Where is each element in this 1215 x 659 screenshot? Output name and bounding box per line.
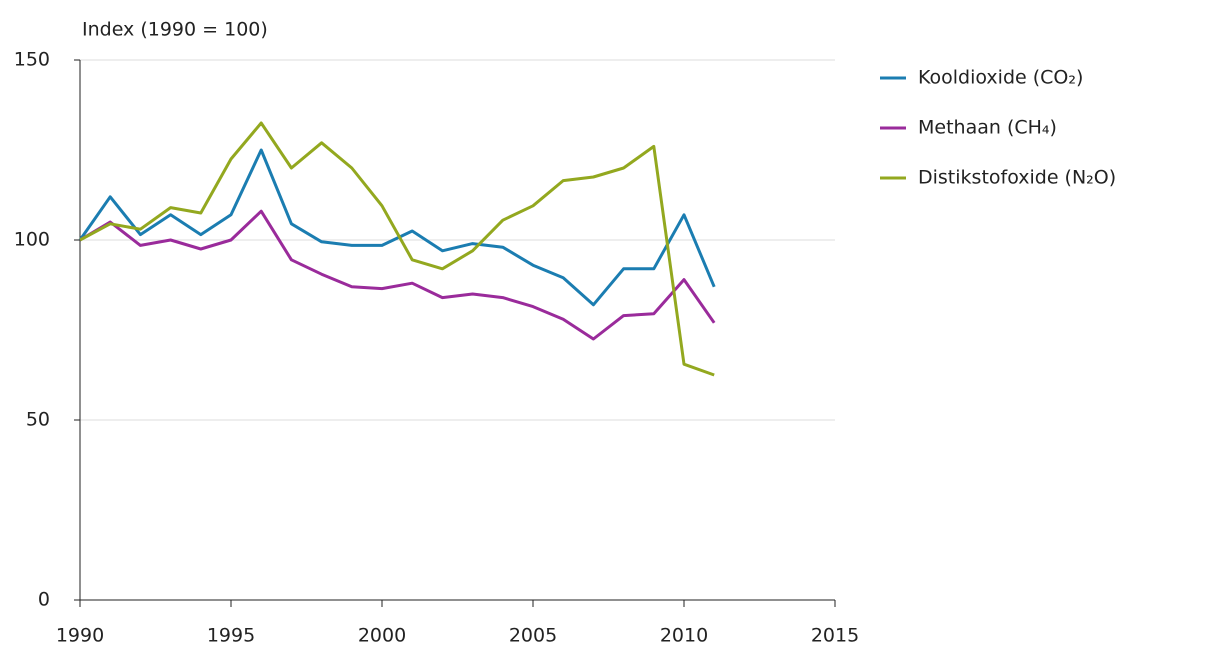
- y-tick-label: 100: [14, 229, 50, 251]
- legend-label: Kooldioxide (CO₂): [918, 67, 1083, 89]
- y-axis-label: Index (1990 = 100): [82, 19, 268, 41]
- legend-label: Methaan (CH₄): [918, 117, 1057, 139]
- x-tick-label: 2015: [811, 625, 859, 647]
- series-line: [78, 148, 716, 307]
- x-tick-label: 2005: [509, 625, 557, 647]
- y-tick-label: 50: [26, 409, 50, 431]
- x-tick-label: 2000: [358, 625, 406, 647]
- y-tick-label: 0: [38, 589, 50, 611]
- y-tick-label: 150: [14, 49, 50, 71]
- x-tick-label: 2010: [660, 625, 708, 647]
- legend-label: Distikstofoxide (N₂O): [918, 167, 1116, 189]
- series-line: [79, 209, 716, 341]
- x-tick-label: 1990: [56, 625, 104, 647]
- series-line: [79, 121, 715, 377]
- x-tick-label: 1995: [207, 625, 255, 647]
